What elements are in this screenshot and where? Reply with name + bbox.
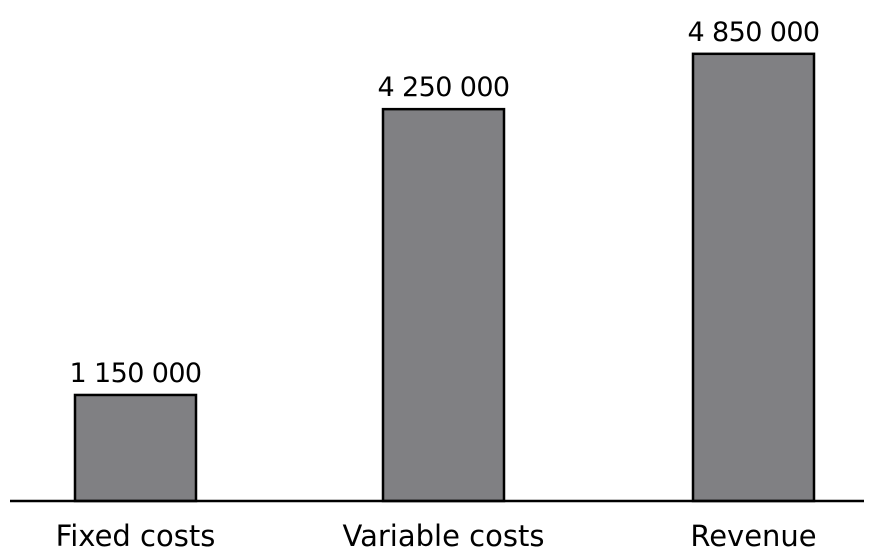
bars-layer	[73, 52, 816, 503]
value-labels-layer: 1 150 000 4 250 000 4 850 000	[69, 17, 820, 389]
value-label-revenue: 4 850 000	[687, 17, 819, 48]
bar-variable-costs	[381, 107, 506, 503]
category-label-fixed-costs: Fixed costs	[56, 519, 216, 550]
category-label-revenue: Revenue	[690, 519, 816, 550]
value-label-variable-costs: 4 250 000	[377, 72, 509, 103]
value-label-fixed-costs: 1 150 000	[69, 358, 201, 389]
category-labels-layer: Fixed costs Variable costs Revenue	[56, 519, 817, 550]
category-label-variable-costs: Variable costs	[343, 519, 545, 550]
bar-fixed-costs	[73, 393, 198, 503]
bar-revenue	[691, 52, 816, 503]
